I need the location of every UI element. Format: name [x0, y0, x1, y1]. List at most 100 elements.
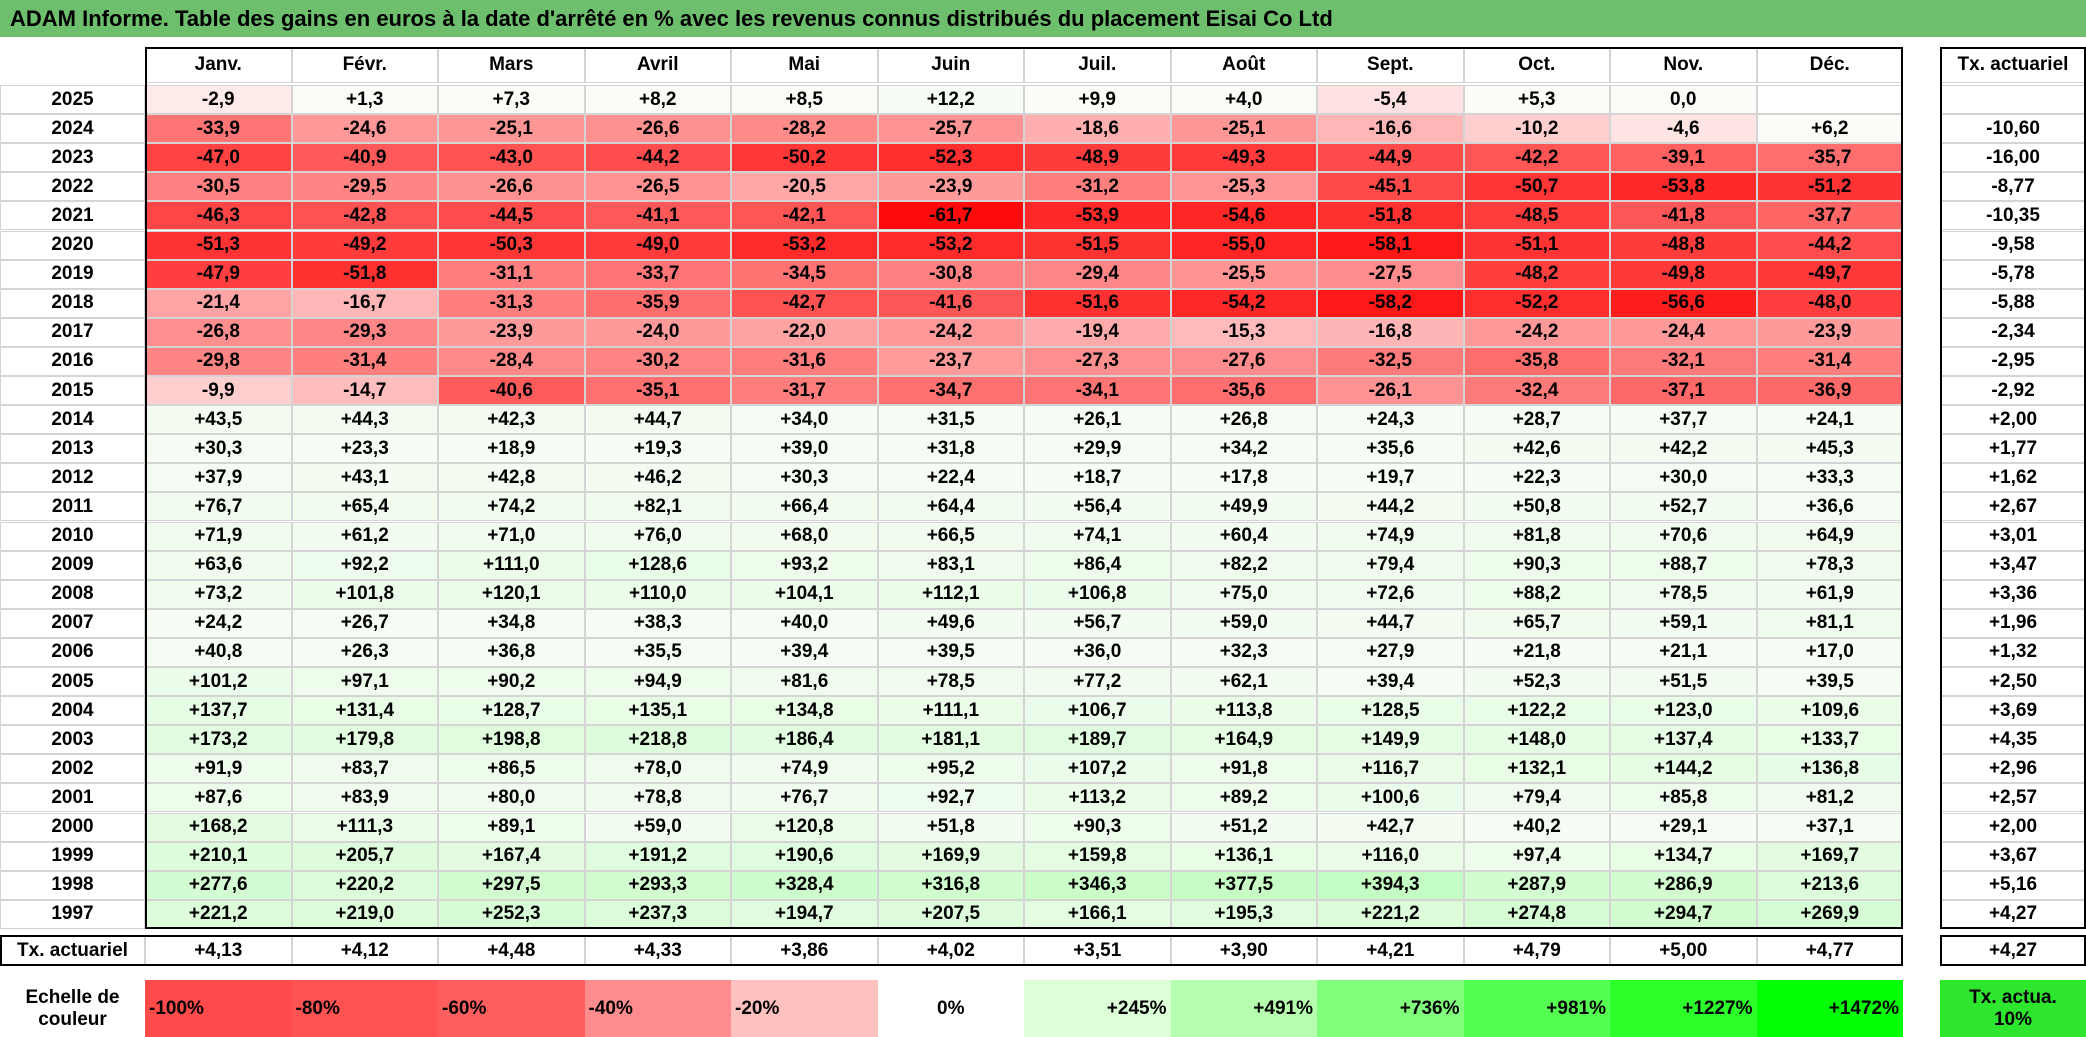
cell: -41,6: [877, 288, 1024, 318]
cell: -35,9: [584, 288, 731, 318]
column-header: Avril: [584, 47, 731, 83]
cell: -2,9: [145, 85, 292, 115]
cell: -16,8: [1317, 317, 1464, 347]
cell: +65,7: [1463, 608, 1610, 638]
row-year: 2003: [0, 725, 145, 755]
cell: -33,7: [584, 259, 731, 289]
cell: +89,2: [1170, 783, 1317, 813]
cell: -27,3: [1024, 346, 1171, 376]
cell: +44,3: [291, 405, 438, 435]
footer-cell: +4,77: [1756, 935, 1903, 966]
cell: +113,8: [1170, 696, 1317, 726]
rate-cell: -2,95: [1940, 346, 2086, 376]
cell: +37,7: [1610, 405, 1757, 435]
rate-cell: +2,00: [1940, 812, 2086, 842]
cell: +186,4: [731, 725, 878, 755]
cell: +377,5: [1170, 870, 1317, 900]
cell: +8,2: [584, 85, 731, 115]
cell: -61,7: [877, 201, 1024, 231]
cell: +56,7: [1024, 608, 1171, 638]
cell: +92,7: [877, 783, 1024, 813]
cell: +218,8: [584, 725, 731, 755]
rate-cell: +3,01: [1940, 521, 2086, 551]
cell: -46,3: [145, 201, 292, 231]
rate-cell: +1,96: [1940, 608, 2086, 638]
cell: -29,8: [145, 346, 292, 376]
cell: -25,1: [1170, 114, 1317, 144]
cell: +63,6: [145, 550, 292, 580]
cell: +394,3: [1317, 870, 1464, 900]
cell: -23,7: [877, 346, 1024, 376]
cell: +79,4: [1317, 550, 1464, 580]
cell: +168,2: [145, 812, 292, 842]
cell: +22,4: [877, 463, 1024, 493]
cell: -49,0: [584, 230, 731, 260]
cell: -30,8: [877, 259, 1024, 289]
cell: +78,8: [584, 783, 731, 813]
cell: -26,6: [438, 172, 585, 202]
cell: +97,4: [1463, 841, 1610, 871]
cell: +12,2: [877, 85, 1024, 115]
cell: +90,2: [438, 667, 585, 697]
column-header: Déc.: [1756, 47, 1903, 83]
cell: +24,2: [145, 608, 292, 638]
cell: -42,2: [1463, 143, 1610, 173]
cell: +107,2: [1024, 754, 1171, 784]
scale-step: -100%: [145, 980, 292, 1037]
cell: +83,9: [291, 783, 438, 813]
cell: +76,0: [584, 521, 731, 551]
cell: +59,0: [584, 812, 731, 842]
footer-cell: +5,00: [1610, 935, 1757, 966]
cell: +36,0: [1024, 637, 1171, 667]
column-header: Juin: [877, 47, 1024, 83]
footer-rate: +4,27: [1940, 935, 2086, 966]
cell: +316,8: [877, 870, 1024, 900]
cell: -47,9: [145, 259, 292, 289]
scale-step: +981%: [1463, 980, 1610, 1037]
cell: -24,2: [1463, 317, 1610, 347]
cell: +166,1: [1024, 899, 1171, 929]
cell: +66,4: [731, 492, 878, 522]
rate-cell: -10,35: [1940, 201, 2086, 231]
cell: +71,9: [145, 521, 292, 551]
footer-label: Tx. actuariel: [0, 935, 145, 966]
cell: +82,1: [584, 492, 731, 522]
row-year: 2005: [0, 667, 145, 697]
cell: -23,9: [877, 172, 1024, 202]
cell: +42,6: [1463, 434, 1610, 464]
cell: +39,4: [731, 637, 878, 667]
cell: -35,6: [1170, 376, 1317, 406]
rate-cell: +1,77: [1940, 434, 2086, 464]
cell: +34,8: [438, 608, 585, 638]
cell: -15,3: [1170, 317, 1317, 347]
cell: -35,1: [584, 376, 731, 406]
cell: +9,9: [1024, 85, 1171, 115]
cell: -48,2: [1463, 259, 1610, 289]
cell: +144,2: [1610, 754, 1757, 784]
cell: -52,2: [1463, 288, 1610, 318]
cell: +100,6: [1317, 783, 1464, 813]
cell: +106,8: [1024, 579, 1171, 609]
rate-cell: +2,50: [1940, 667, 2086, 697]
cell: -22,0: [731, 317, 878, 347]
scale-step: +1472%: [1756, 980, 1903, 1037]
cell: +76,7: [145, 492, 292, 522]
cell: +43,5: [145, 405, 292, 435]
cell: +39,4: [1317, 667, 1464, 697]
rate-cell: +4,35: [1940, 725, 2086, 755]
cell: +120,8: [731, 812, 878, 842]
cell: +71,0: [438, 521, 585, 551]
cell: +128,7: [438, 696, 585, 726]
cell: +122,2: [1463, 696, 1610, 726]
cell: +19,7: [1317, 463, 1464, 493]
cell: +189,7: [1024, 725, 1171, 755]
rate-cell: +3,47: [1940, 550, 2086, 580]
cell: +148,0: [1463, 725, 1610, 755]
column-header: Nov.: [1610, 47, 1757, 83]
row-year: 2025: [0, 85, 145, 115]
cell: -20,5: [731, 172, 878, 202]
rate-cell: +5,16: [1940, 870, 2086, 900]
cell: +62,1: [1170, 667, 1317, 697]
cell: +210,1: [145, 841, 292, 871]
cell: +111,3: [291, 812, 438, 842]
